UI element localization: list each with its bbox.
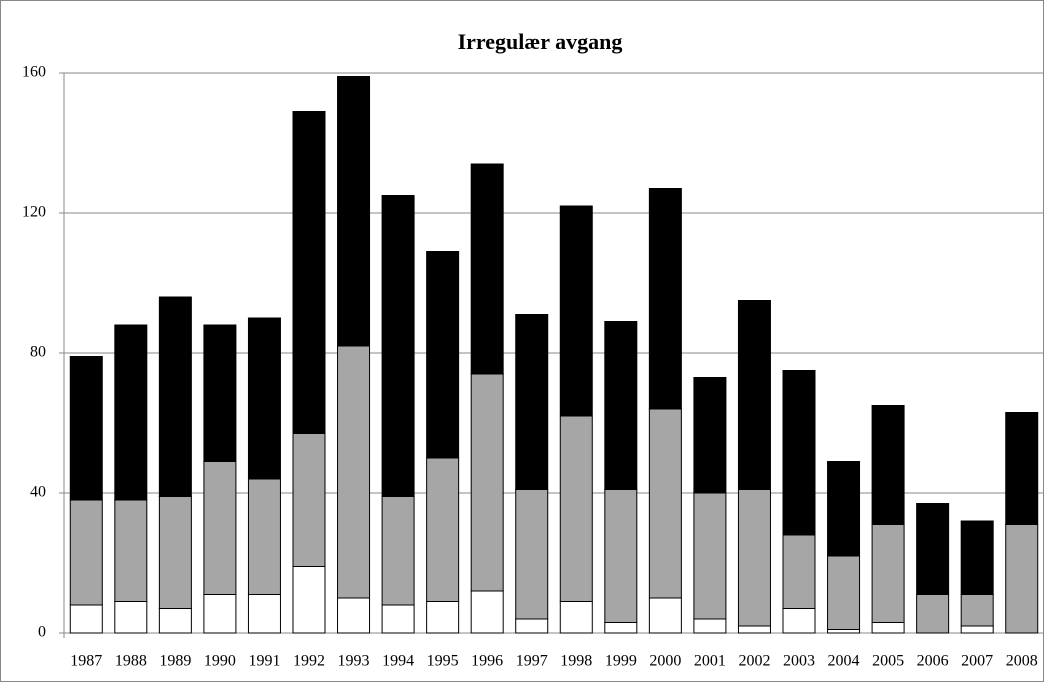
bar-segment [203, 324, 237, 462]
bar-segment [960, 625, 994, 634]
x-tick-label: 2008 [1006, 653, 1038, 670]
x-tick-label: 2000 [649, 653, 681, 670]
bar-segment [292, 566, 326, 634]
bar-segment [158, 496, 192, 609]
bar-segment [247, 594, 281, 634]
bar-segment [782, 370, 816, 536]
bar-segment [960, 594, 994, 627]
x-tick-label: 1993 [338, 653, 370, 670]
bar-segment [515, 618, 549, 634]
bar-segment [158, 296, 192, 497]
y-tick-label: 80 [30, 344, 46, 361]
bar-segment [693, 377, 727, 494]
bar-segment [604, 489, 638, 623]
bar-segment [871, 524, 905, 623]
bar-segment [426, 457, 460, 602]
x-tick-label: 1998 [560, 653, 592, 670]
bar-segment [871, 622, 905, 634]
bar-segment [827, 555, 861, 630]
bar-segment [960, 520, 994, 595]
bar-segment [158, 608, 192, 634]
bar-segment [559, 601, 593, 634]
x-tick-label: 2003 [783, 653, 815, 670]
bar-segment [648, 188, 682, 410]
x-tick-label: 2005 [872, 653, 904, 670]
bar-segment [470, 373, 504, 592]
bar-segment [337, 345, 371, 599]
bar-segment [470, 590, 504, 634]
bar-segment [69, 604, 103, 634]
bar-segment [203, 594, 237, 634]
bar-segment [1005, 524, 1039, 634]
x-tick-label: 2002 [738, 653, 770, 670]
bar-segment [737, 489, 771, 627]
x-tick-label: 2001 [694, 653, 726, 670]
bar-segment [916, 503, 950, 595]
bar-segment [916, 594, 950, 634]
chart-title: Irregulær avgang [458, 29, 623, 54]
bar-segment [782, 608, 816, 634]
y-tick-label: 40 [30, 484, 46, 501]
bar-segment [604, 622, 638, 634]
bar-segment [782, 534, 816, 609]
y-tick-label: 0 [38, 624, 46, 641]
x-tick-label: 1994 [382, 653, 414, 670]
bar-segment [114, 324, 148, 501]
x-tick-label: 1992 [293, 653, 325, 670]
x-tick-label: 1996 [471, 653, 503, 670]
bar-segment [114, 601, 148, 634]
bar-segment [114, 499, 148, 602]
x-tick-label: 1988 [115, 653, 147, 670]
bar-segment [648, 408, 682, 599]
bar-segment [827, 629, 861, 634]
bar-segment [203, 461, 237, 595]
bar-segment [827, 461, 861, 557]
x-tick-label: 1990 [204, 653, 236, 670]
bar-segment [381, 195, 415, 497]
y-tick-label: 160 [22, 64, 46, 81]
bar-segment [470, 163, 504, 375]
bar-segment [648, 597, 682, 634]
bar-segment [292, 111, 326, 434]
bar-segment [737, 625, 771, 634]
bar-segment [247, 478, 281, 595]
bar-segment [604, 321, 638, 490]
bar-segment [337, 597, 371, 634]
bar-segment [515, 489, 549, 620]
bar-segment [292, 433, 326, 567]
bar-segment [381, 604, 415, 634]
bar-segment [381, 496, 415, 606]
bar-segment [247, 317, 281, 480]
x-tick-label: 2004 [828, 653, 860, 670]
x-tick-label: 1995 [427, 653, 459, 670]
bar-segment [693, 492, 727, 620]
x-tick-label: 2006 [917, 653, 949, 670]
y-tick-label: 120 [22, 204, 46, 221]
bar-segment [69, 499, 103, 606]
x-tick-label: 1991 [248, 653, 280, 670]
bar-segment [559, 205, 593, 417]
x-tick-label: 1999 [605, 653, 637, 670]
bar-segment [871, 405, 905, 525]
bar-segment [515, 314, 549, 490]
bar-segment [426, 601, 460, 634]
bar-segment [69, 356, 103, 501]
bar-segment [426, 251, 460, 459]
bar-segment [737, 300, 771, 490]
bar-segment [337, 76, 371, 347]
x-tick-label: 1997 [516, 653, 548, 670]
x-tick-label: 2007 [961, 653, 993, 670]
bar-segment [559, 415, 593, 602]
x-tick-label: 1987 [70, 653, 102, 670]
bar-segment [1005, 412, 1039, 525]
x-tick-label: 1989 [159, 653, 191, 670]
bar-segment [693, 618, 727, 634]
